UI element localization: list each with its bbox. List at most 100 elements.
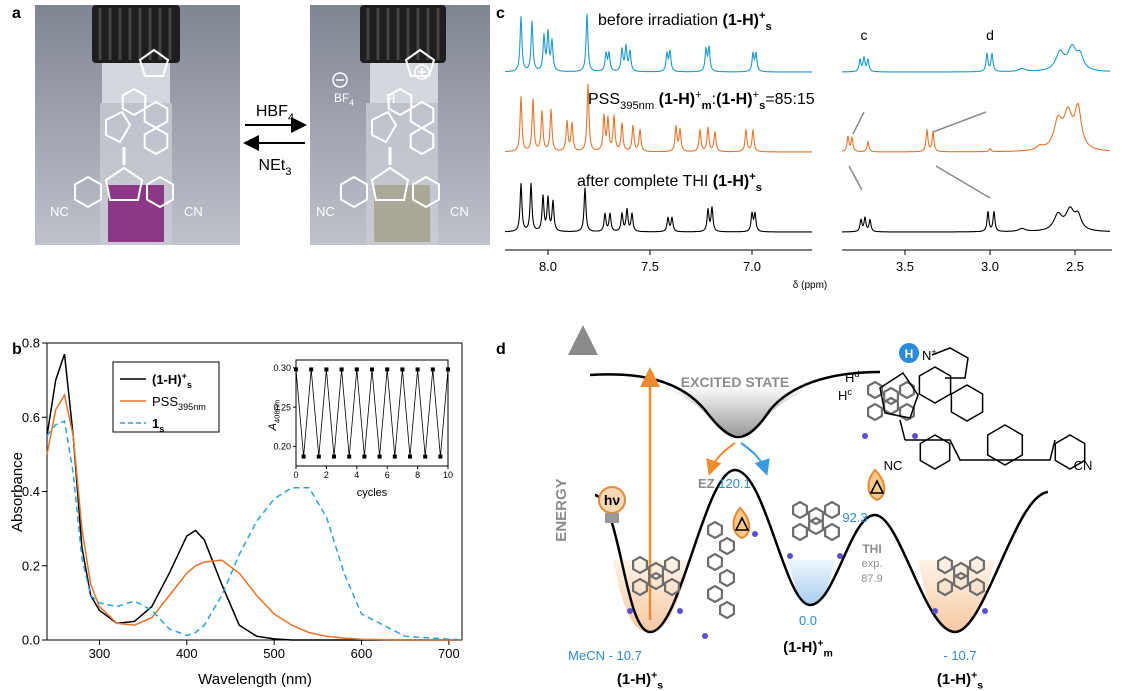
text-part: s [159, 424, 164, 434]
text-part: m [823, 648, 832, 660]
x-tick-label: 7.0 [743, 259, 761, 274]
text-part: + [651, 669, 657, 681]
molecule-model [792, 500, 808, 520]
molecule-model [824, 522, 840, 542]
x-tick-label: 10 [443, 470, 453, 480]
reagent: NEt3 [259, 157, 292, 178]
marker [339, 367, 344, 372]
x-axis-title: δ (ppm) [793, 280, 827, 291]
text-part: 3 [285, 166, 291, 178]
ring [931, 347, 969, 379]
molecule-model [707, 520, 723, 540]
text-part: N [922, 348, 931, 363]
ring [986, 424, 1024, 466]
shift-link [932, 111, 987, 133]
x-tick-label: 6 [385, 470, 390, 480]
marker [362, 454, 367, 459]
marker [423, 454, 428, 459]
marker [301, 454, 306, 459]
y-tick-label: 0.4 [22, 484, 40, 499]
molecule-model [808, 516, 824, 536]
ring [905, 439, 1056, 461]
ring [919, 434, 951, 470]
marker [370, 367, 374, 372]
y-tick-label: 0.6 [22, 410, 40, 425]
text-part: 120.1 [718, 476, 751, 491]
barrier-label: exp. [862, 558, 883, 570]
x-axis-title: Wavelength (nm) [198, 671, 312, 688]
text-part: (1-H) [723, 12, 759, 29]
molecule-model [953, 561, 969, 581]
text-part: s [756, 182, 762, 194]
molecule-model [632, 555, 648, 575]
text-part: + [931, 347, 936, 357]
text-part: d [854, 369, 859, 379]
peak-label: d [986, 27, 994, 43]
molecule-model [899, 380, 915, 400]
text-part: : [712, 91, 716, 108]
group-label: NC [884, 458, 903, 473]
text-part: (1-H) [654, 91, 695, 108]
text-part: + [182, 371, 187, 381]
text-part: (1-H) [713, 173, 749, 190]
marker [430, 367, 435, 372]
text-part: H [845, 370, 854, 385]
text-part: s [766, 21, 772, 33]
text-part: NEt [259, 157, 286, 174]
marker [309, 367, 314, 372]
text-part: + [753, 89, 760, 101]
group-label: NC [316, 204, 335, 219]
ring [105, 110, 132, 144]
molecule-model [664, 577, 680, 597]
marker [400, 367, 405, 372]
atom [837, 553, 843, 559]
state-label: (1-H)+m [783, 637, 833, 659]
charge-minus [332, 72, 348, 88]
bond [899, 419, 906, 441]
marker [324, 367, 329, 372]
barrier-label: 92.3 [842, 510, 867, 525]
series-line [46, 419, 463, 641]
atom-label: Hc [838, 387, 852, 403]
molecule-model [883, 396, 899, 416]
energy-label: MeCN - 10.7 [568, 648, 642, 663]
marker [392, 454, 397, 459]
x-tick-label: 3.0 [981, 259, 999, 274]
series-line [46, 392, 462, 641]
spectrum-label: after complete THI (1-H)+s [577, 171, 762, 194]
x-tick-label: 700 [438, 646, 460, 661]
x-tick-label: 4 [354, 470, 359, 480]
atom [787, 553, 793, 559]
molecule-model [937, 555, 953, 575]
ring [143, 126, 169, 156]
molecule-model [707, 552, 723, 572]
spectrum [504, 13, 1110, 73]
x-tick-label: 600 [351, 646, 373, 661]
equilibrium-arrows [243, 117, 307, 151]
marker [354, 367, 359, 372]
text-part: =85:15 [765, 91, 814, 108]
molecule-model [883, 386, 899, 406]
y-tick-label: 0.2 [22, 558, 40, 573]
atom [982, 608, 988, 614]
charge-plus [414, 64, 430, 80]
ring [370, 166, 410, 201]
molecule-model [707, 584, 723, 604]
text-part: 408nm [272, 400, 281, 424]
molecule-model [867, 402, 883, 422]
peak-label: c [861, 27, 868, 43]
x-tick-label: 3.5 [896, 259, 914, 274]
molecule-model [937, 577, 953, 597]
energy-label: - 10.7 [943, 648, 976, 663]
text-part: + [817, 637, 823, 649]
x-tick-label: 400 [176, 646, 198, 661]
ring [412, 175, 440, 209]
text-part: 1 [152, 416, 159, 431]
molecule-model [719, 568, 735, 588]
ring [387, 87, 413, 117]
reagent: HBF4 [256, 103, 294, 124]
text-part: 395nm [620, 100, 654, 112]
ring [879, 371, 919, 419]
charge-plus [418, 68, 426, 76]
